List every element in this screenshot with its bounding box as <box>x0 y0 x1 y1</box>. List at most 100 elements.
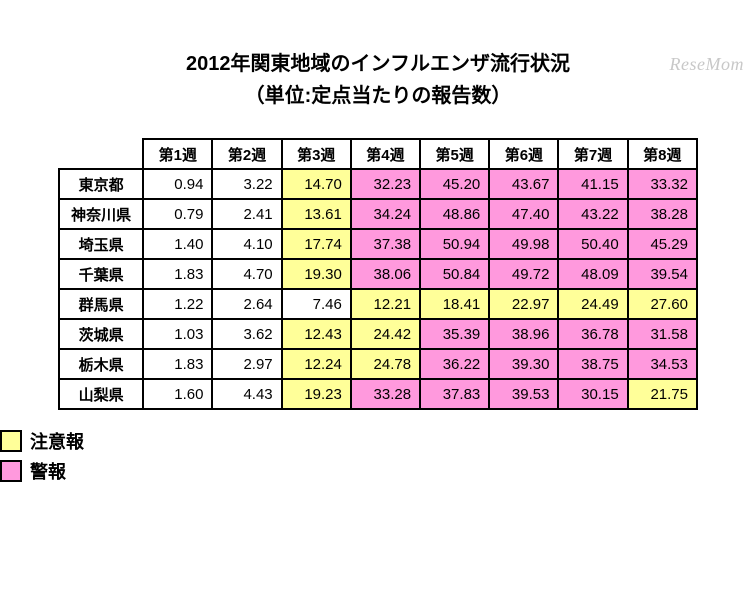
cell-r5-c0: 1.03 <box>143 319 212 349</box>
cell-r1-c2: 13.61 <box>282 199 351 229</box>
col-header-1: 第1週 <box>143 139 212 169</box>
table-row: 茨城県1.033.6212.4324.4235.3938.9636.7831.5… <box>59 319 697 349</box>
cell-r6-c7: 34.53 <box>628 349 697 379</box>
row-header-4: 群馬県 <box>59 289 143 319</box>
data-table-wrap: 第1週第2週第3週第4週第5週第6週第7週第8週 東京都0.943.2214.7… <box>58 138 698 410</box>
cell-r6-c2: 12.24 <box>282 349 351 379</box>
table-body: 東京都0.943.2214.7032.2345.2043.6741.1533.3… <box>59 169 697 409</box>
cell-r7-c1: 4.43 <box>212 379 281 409</box>
table-row: 山梨県1.604.4319.2333.2837.8339.5330.1521.7… <box>59 379 697 409</box>
col-header-4: 第4週 <box>351 139 420 169</box>
legend-label-alert: 警報 <box>30 458 66 484</box>
legend: 注意報 警報 <box>0 428 708 488</box>
cell-r5-c5: 38.96 <box>489 319 558 349</box>
cell-r6-c6: 38.75 <box>558 349 627 379</box>
cell-r6-c3: 24.78 <box>351 349 420 379</box>
cell-r7-c7: 21.75 <box>628 379 697 409</box>
cell-r4-c7: 27.60 <box>628 289 697 319</box>
cell-r6-c4: 36.22 <box>420 349 489 379</box>
row-header-5: 茨城県 <box>59 319 143 349</box>
cell-r7-c4: 37.83 <box>420 379 489 409</box>
legend-alert: 警報 <box>0 458 66 484</box>
cell-r0-c1: 3.22 <box>212 169 281 199</box>
cell-r1-c5: 47.40 <box>489 199 558 229</box>
cell-r2-c3: 37.38 <box>351 229 420 259</box>
cell-r4-c1: 2.64 <box>212 289 281 319</box>
cell-r4-c2: 7.46 <box>282 289 351 319</box>
cell-r5-c7: 31.58 <box>628 319 697 349</box>
cell-r1-c6: 43.22 <box>558 199 627 229</box>
cell-r2-c4: 50.94 <box>420 229 489 259</box>
cell-r0-c2: 14.70 <box>282 169 351 199</box>
cell-r3-c5: 49.72 <box>489 259 558 289</box>
table-row: 群馬県1.222.647.4612.2118.4122.9724.4927.60 <box>59 289 697 319</box>
cell-r7-c6: 30.15 <box>558 379 627 409</box>
cell-r4-c3: 12.21 <box>351 289 420 319</box>
watermark-text: ReseMom <box>670 54 744 75</box>
cell-r0-c6: 41.15 <box>558 169 627 199</box>
legend-caution: 注意報 <box>0 428 84 454</box>
row-header-3: 千葉県 <box>59 259 143 289</box>
cell-r2-c6: 50.40 <box>558 229 627 259</box>
cell-r3-c2: 19.30 <box>282 259 351 289</box>
cell-r5-c2: 12.43 <box>282 319 351 349</box>
cell-r0-c4: 45.20 <box>420 169 489 199</box>
cell-r7-c5: 39.53 <box>489 379 558 409</box>
flu-data-table: 第1週第2週第3週第4週第5週第6週第7週第8週 東京都0.943.2214.7… <box>58 138 698 410</box>
cell-r1-c1: 2.41 <box>212 199 281 229</box>
col-header-8: 第8週 <box>628 139 697 169</box>
cell-r3-c7: 39.54 <box>628 259 697 289</box>
table-row: 栃木県1.832.9712.2424.7836.2239.3038.7534.5… <box>59 349 697 379</box>
row-header-1: 神奈川県 <box>59 199 143 229</box>
cell-r6-c5: 39.30 <box>489 349 558 379</box>
cell-r0-c3: 32.23 <box>351 169 420 199</box>
title-block: 2012年関東地域のインフルエンザ流行状況 （単位:定点当たりの報告数） <box>0 48 756 112</box>
cell-r3-c6: 48.09 <box>558 259 627 289</box>
cell-r3-c0: 1.83 <box>143 259 212 289</box>
col-header-2: 第2週 <box>212 139 281 169</box>
title-line-2: （単位:定点当たりの報告数） <box>0 80 756 112</box>
cell-r6-c1: 2.97 <box>212 349 281 379</box>
row-header-0: 東京都 <box>59 169 143 199</box>
table-header-row: 第1週第2週第3週第4週第5週第6週第7週第8週 <box>59 139 697 169</box>
row-header-6: 栃木県 <box>59 349 143 379</box>
cell-r4-c4: 18.41 <box>420 289 489 319</box>
cell-r2-c0: 1.40 <box>143 229 212 259</box>
cell-r1-c4: 48.86 <box>420 199 489 229</box>
table-row: 千葉県1.834.7019.3038.0650.8449.7248.0939.5… <box>59 259 697 289</box>
cell-r3-c1: 4.70 <box>212 259 281 289</box>
cell-r5-c6: 36.78 <box>558 319 627 349</box>
cell-r2-c2: 17.74 <box>282 229 351 259</box>
row-header-2: 埼玉県 <box>59 229 143 259</box>
cell-r7-c2: 19.23 <box>282 379 351 409</box>
cell-r3-c4: 50.84 <box>420 259 489 289</box>
cell-r7-c0: 1.60 <box>143 379 212 409</box>
cell-r6-c0: 1.83 <box>143 349 212 379</box>
cell-r7-c3: 33.28 <box>351 379 420 409</box>
legend-swatch-alert <box>0 460 22 482</box>
col-header-3: 第3週 <box>282 139 351 169</box>
cell-r0-c5: 43.67 <box>489 169 558 199</box>
table-row: 東京都0.943.2214.7032.2345.2043.6741.1533.3… <box>59 169 697 199</box>
cell-r2-c1: 4.10 <box>212 229 281 259</box>
cell-r2-c5: 49.98 <box>489 229 558 259</box>
cell-r0-c7: 33.32 <box>628 169 697 199</box>
title-line-1: 2012年関東地域のインフルエンザ流行状況 <box>0 48 756 80</box>
col-header-7: 第7週 <box>558 139 627 169</box>
table-row: 埼玉県1.404.1017.7437.3850.9449.9850.4045.2… <box>59 229 697 259</box>
cell-r5-c3: 24.42 <box>351 319 420 349</box>
legend-swatch-caution <box>0 430 22 452</box>
cell-r4-c0: 1.22 <box>143 289 212 319</box>
legend-label-caution: 注意報 <box>30 428 84 454</box>
table-row: 神奈川県0.792.4113.6134.2448.8647.4043.2238.… <box>59 199 697 229</box>
cell-r1-c7: 38.28 <box>628 199 697 229</box>
cell-r4-c5: 22.97 <box>489 289 558 319</box>
col-header-6: 第6週 <box>489 139 558 169</box>
cell-r5-c1: 3.62 <box>212 319 281 349</box>
cell-r4-c6: 24.49 <box>558 289 627 319</box>
cell-r5-c4: 35.39 <box>420 319 489 349</box>
cell-r1-c3: 34.24 <box>351 199 420 229</box>
cell-r2-c7: 45.29 <box>628 229 697 259</box>
col-header-5: 第5週 <box>420 139 489 169</box>
table-corner-cell <box>59 139 143 169</box>
